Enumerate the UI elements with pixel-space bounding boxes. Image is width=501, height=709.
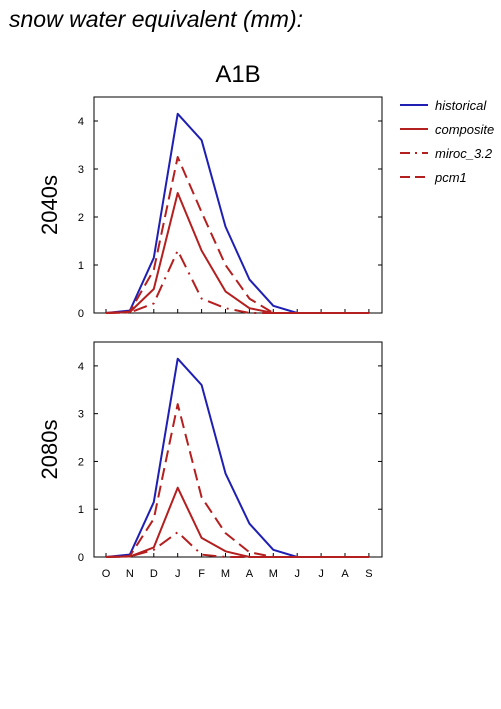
y-tick-label: 4 bbox=[78, 361, 84, 373]
x-tick-label: J bbox=[318, 568, 324, 580]
y-tick-label: 0 bbox=[78, 308, 84, 320]
legend-label: composite bbox=[435, 122, 494, 137]
series-line-miroc-3-2 bbox=[105, 249, 369, 314]
chart-title: A1B bbox=[215, 61, 260, 88]
page-title: snow water equivalent (mm): bbox=[9, 6, 303, 32]
x-tick-label: J bbox=[294, 568, 300, 580]
plot-frame bbox=[93, 341, 383, 558]
legend-label: pcm1 bbox=[434, 170, 467, 185]
x-tick-label: F bbox=[198, 568, 205, 580]
x-tick-label: M bbox=[221, 568, 230, 580]
x-tick-label: M bbox=[269, 568, 278, 580]
x-tick-label: S bbox=[365, 568, 372, 580]
legend-label: miroc_3.2 bbox=[435, 146, 493, 161]
y-tick-label: 1 bbox=[78, 504, 84, 516]
x-tick-label: D bbox=[150, 568, 158, 580]
legend-label: historical bbox=[435, 98, 487, 113]
x-tick-label: A bbox=[246, 568, 254, 580]
x-tick-label: A bbox=[341, 568, 349, 580]
y-tick-label: 0 bbox=[78, 552, 84, 564]
y-axis-label: 2040s bbox=[37, 175, 62, 235]
series-line-pcm1 bbox=[105, 403, 369, 558]
x-tick-label: N bbox=[126, 568, 134, 580]
y-tick-label: 3 bbox=[78, 164, 84, 176]
y-tick-label: 4 bbox=[78, 116, 84, 128]
x-tick-label: O bbox=[102, 568, 111, 580]
y-tick-label: 2 bbox=[78, 456, 84, 468]
x-tick-label: J bbox=[175, 568, 181, 580]
series-line-historical bbox=[105, 357, 369, 558]
series-line-pcm1 bbox=[105, 156, 369, 314]
y-tick-label: 3 bbox=[78, 409, 84, 421]
series-line-miroc-3-2 bbox=[105, 531, 369, 558]
y-axis-label: 2080s bbox=[37, 420, 62, 480]
y-tick-label: 2 bbox=[78, 212, 84, 224]
plot-frame bbox=[93, 96, 383, 314]
y-tick-label: 1 bbox=[78, 260, 84, 272]
